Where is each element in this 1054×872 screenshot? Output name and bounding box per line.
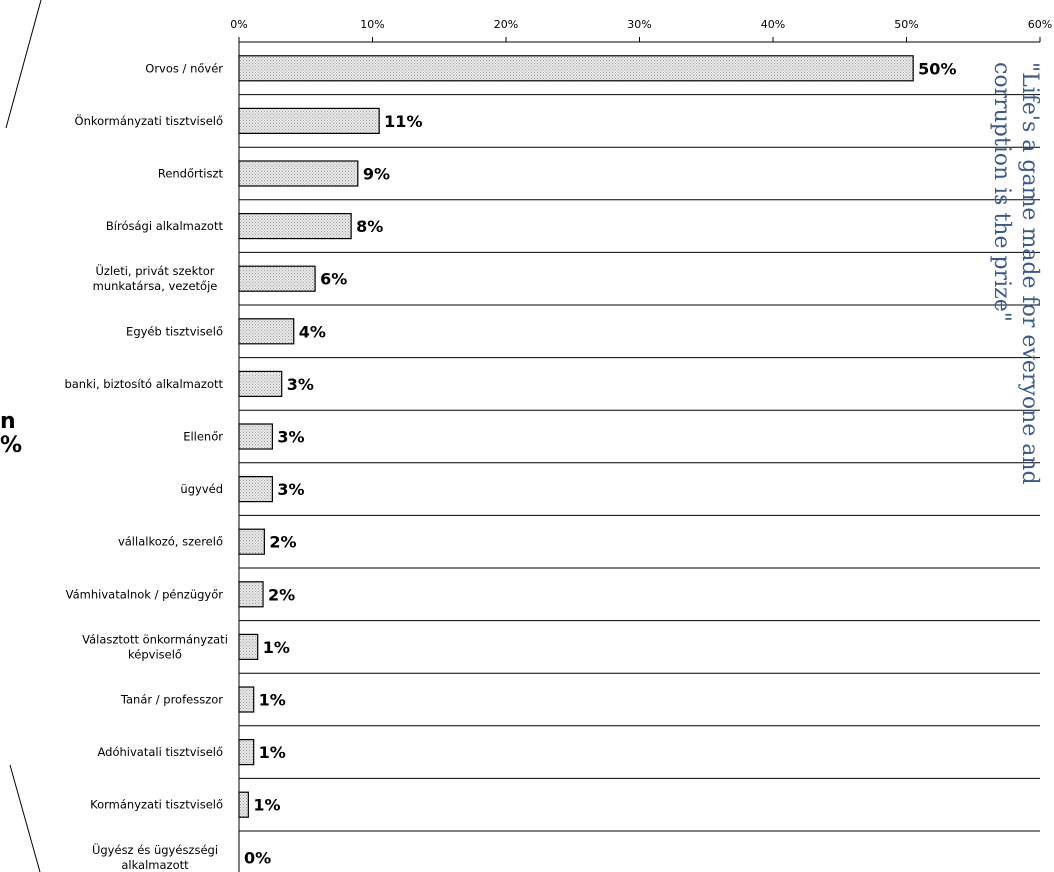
bar [238,370,283,397]
data-label: 1% [253,796,280,815]
category-label-line: Vámhivatalnok / pénzügyőr [66,587,224,601]
category-label: Tanár / professzor [120,693,223,707]
x-tick-label: 0% [230,18,247,31]
data-label: 2% [268,585,295,604]
data-label: 50% [918,59,956,78]
category-label-line: Tanár / professzor [120,693,223,707]
value-labels: 50% 11% 9% 8% 6% 4% 3% 3% 3% 2% 2% 1% 1% 1% 1% 0% [244,59,956,867]
category-label-line: Kormányzati tisztviselő [90,798,223,812]
category-label-line: Önkormányzati tisztviselő [75,112,223,128]
bar [238,55,914,82]
category-label: Vámhivatalnok / pénzügyőr [66,587,224,601]
category-label-line: banki, biztosító alkalmazott [64,377,223,391]
side-text-line: % [0,433,23,458]
bar [238,476,273,503]
x-tick-label: 30% [627,18,651,31]
category-label: Bírósági alkalmazott [106,219,224,233]
bars [238,55,914,818]
data-label: 1% [259,743,286,762]
x-tick-label: 40% [761,18,785,31]
category-label-line: Ellenőr [183,430,223,444]
data-label: 3% [277,480,304,499]
category-label-line: ügyvéd [180,482,223,496]
x-tick-label: 20% [494,18,518,31]
decorative-slash-top [5,0,42,129]
decorative-slash-bottom [9,764,41,872]
category-label: banki, biztosító alkalmazott [64,377,223,391]
data-label: 9% [363,165,390,184]
x-axis: 0% 10% 20% 30% 40% 50% 60% [230,18,1052,872]
category-label-line: vállalkozó, szerelő [118,535,223,549]
quote-text: "Life's a game made for everyone and cor… [989,62,1042,485]
data-label: 3% [287,375,314,394]
category-label-line: Adóhivatali tisztviselő [98,745,223,759]
x-tick-label: 60% [1028,18,1052,31]
category-label: Ellenőr [183,430,223,444]
category-label: vállalkozó, szerelő [118,535,223,549]
category-label-line: Bírósági alkalmazott [106,219,224,233]
bar [238,791,249,818]
data-label: 0% [244,848,271,867]
data-label: 1% [259,691,286,710]
category-label: Adóhivatali tisztviselő [98,745,223,759]
category-label-line: képviselő [128,647,182,661]
category-label: Önkormányzati tisztviselő [75,112,223,128]
bar [238,528,265,555]
cropped-side-text: n % [0,410,22,458]
bar [238,213,352,240]
category-label-line: munkatársa, vezetője [93,279,218,293]
category-label-line: Üzleti, privát szektor [95,262,214,278]
side-text-line: n [0,409,16,434]
category-label-line: Egyéb tisztviselő [126,324,223,338]
category-label: Választott önkormányzati képviselő [82,632,228,661]
category-label-line: Orvos / nővér [145,61,223,75]
category-label-line: Ügyész és ügyészségi [92,841,218,857]
data-label: 2% [269,533,296,552]
bar [238,686,255,713]
bar [238,633,259,661]
data-label: 11% [384,112,422,131]
x-tick-label: 10% [360,18,384,31]
bar [238,738,255,766]
category-label: Üzleti, privát szektor munkatársa, vezető… [93,262,218,293]
data-label: 6% [320,270,347,289]
data-label: 3% [277,428,304,447]
bar [238,265,316,292]
bar [238,160,359,187]
bar [238,423,273,450]
category-label: Egyéb tisztviselő [126,324,223,338]
category-separators [239,94,1040,832]
category-label: Ügyész és ügyészségi alkalmazott [92,841,218,872]
data-label: 4% [299,322,326,341]
bar [238,318,295,345]
category-label: Orvos / nővér [145,61,223,75]
data-label: 1% [263,638,290,657]
bar [238,107,380,135]
category-label: Rendőrtiszt [158,167,224,181]
category-label-line: Választott önkormányzati [82,632,228,646]
category-labels: Orvos / nővér Önkormányzati tisztviselő Re… [64,61,228,872]
category-label: ügyvéd [180,482,223,496]
data-label: 8% [356,217,383,236]
bar [238,581,264,608]
category-label-line: alkalmazott [121,858,189,872]
category-label-line: Rendőrtiszt [158,167,224,181]
x-tick-label: 50% [894,18,918,31]
category-label: Kormányzati tisztviselő [90,798,223,812]
